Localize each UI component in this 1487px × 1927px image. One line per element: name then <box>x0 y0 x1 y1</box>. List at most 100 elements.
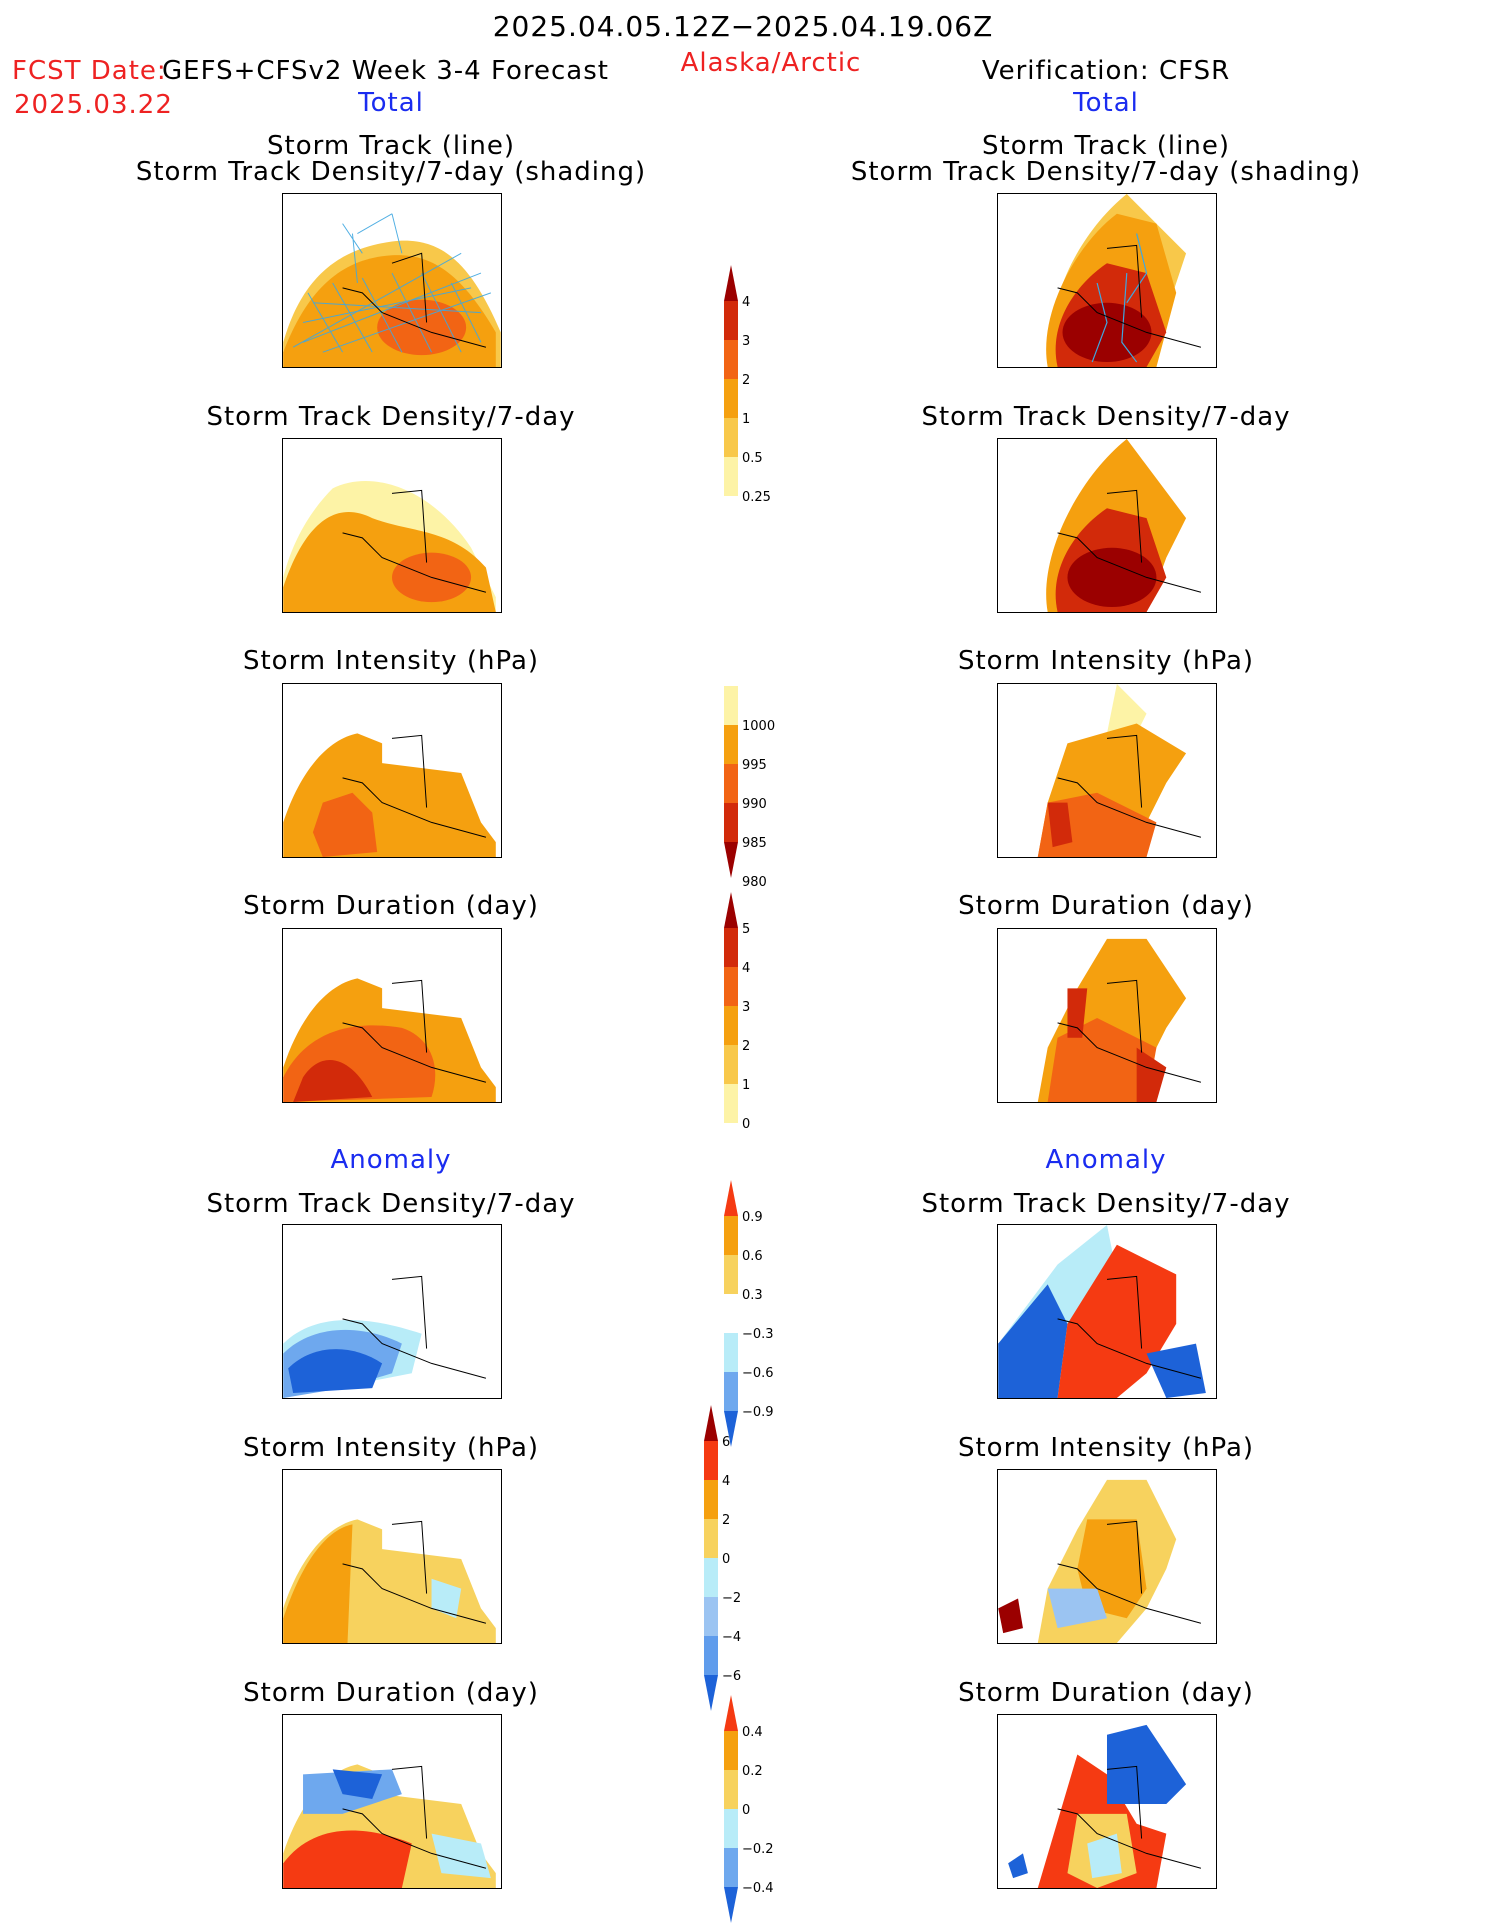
colorbar-arrow-top <box>724 1180 738 1216</box>
colorbar-box <box>724 967 738 1006</box>
colorbar-box <box>724 1006 738 1045</box>
fcst-model-label: GEFS+CFSv2 Week 3-4 Forecast <box>162 56 609 86</box>
title-r-duration: Storm Duration (day) <box>958 891 1254 921</box>
colorbar-density-anom: 0.9 0.6 0.3 −0.3 −0.6 −0.9 <box>720 1180 810 1451</box>
fcst-date-label: FCST Date: <box>12 56 167 86</box>
title-r-trackline: Storm Track (line) <box>982 131 1230 161</box>
colorbar-box <box>724 1731 738 1770</box>
colorbar-tick-label: 2 <box>742 373 750 388</box>
verification-label: Verification: CFSR <box>981 56 1231 86</box>
fcst-date-value: 2025.03.22 <box>14 90 173 120</box>
colorbar-box <box>724 1372 738 1411</box>
colorbar-tick-label: 4 <box>722 1474 730 1489</box>
title-r-intensity: Storm Intensity (hPa) <box>957 646 1255 676</box>
title-l-density: Storm Track Density/7-day <box>206 402 576 432</box>
colorbar-tick-label: 0.6 <box>742 1249 763 1264</box>
map-right-duration <box>997 928 1217 1103</box>
title-l-anom-intensity: Storm Intensity (hPa) <box>242 1433 540 1463</box>
colorbar-duration-total: 5 4 3 2 1 0 <box>720 892 810 1132</box>
colorbar-density-total: 4 3 2 1 0.5 0.25 <box>720 265 810 505</box>
colorbar-arrow-bottom <box>724 842 738 878</box>
colorbar-tick-label: 4 <box>742 295 750 310</box>
colorbar-tick-label: 990 <box>742 797 767 812</box>
map-right-anom-density <box>997 1224 1217 1399</box>
colorbar-tick-label: 0 <box>742 1117 750 1132</box>
colorbar-box <box>704 1480 718 1519</box>
colorbar-box <box>724 457 738 496</box>
colorbar-tick-label: 980 <box>742 875 767 890</box>
colorbar-box <box>724 418 738 457</box>
right-anomaly-label: Anomaly <box>1045 1145 1167 1175</box>
colorbar-box <box>704 1597 718 1636</box>
map-left-intensity <box>282 683 502 858</box>
period-title: 2025.04.05.12Z−2025.04.19.06Z <box>492 10 994 43</box>
title-l-anom-density: Storm Track Density/7-day <box>206 1189 576 1219</box>
map-right-anom-duration <box>997 1714 1217 1889</box>
duration_total-svg: 5 4 3 2 1 0 <box>724 892 750 1132</box>
colorbar-tick-label: 0.3 <box>742 1288 763 1303</box>
map-left-anom-intensity <box>282 1469 502 1644</box>
colorbar-box <box>724 725 738 764</box>
colorbar-box <box>704 1636 718 1675</box>
colorbar-box <box>724 1333 738 1372</box>
colorbar-intensity-total: 1000 995 990 985 980 <box>720 686 810 890</box>
title-l-trackline: Storm Track (line) <box>267 131 515 161</box>
colorbar-tick-label: 985 <box>742 836 767 851</box>
map-right-intensity <box>997 683 1217 858</box>
colorbar-box <box>724 928 738 967</box>
colorbar-box <box>724 1770 738 1809</box>
intensity_total-svg: 1000 995 990 985 980 <box>724 686 775 890</box>
left-anomaly-label: Anomaly <box>330 1145 452 1175</box>
colorbar-box <box>724 764 738 803</box>
colorbar-box <box>704 1519 718 1558</box>
intensity_anom-svg: 6 4 2 0 −2 −4 −6 <box>704 1405 741 1711</box>
colorbar-tick-label: 0.5 <box>742 451 763 466</box>
colorbar-duration-anom: 0.4 0.2 0 −0.2 −0.4 <box>720 1695 810 1927</box>
colorbar-tick-label: −0.2 <box>742 1842 774 1857</box>
title-l-trackshading: Storm Track Density/7-day (shading) <box>135 157 647 187</box>
colorbar-tick-label: 1 <box>742 1078 750 1093</box>
colorbar-intensity-anom: 6 4 2 0 −2 −4 −6 <box>700 1405 790 1715</box>
title-r-trackshading: Storm Track Density/7-day (shading) <box>850 157 1362 187</box>
colorbar-arrow-bottom <box>724 1411 738 1447</box>
colorbar-box <box>724 803 738 842</box>
colorbar-arrow-top <box>704 1405 718 1441</box>
colorbar-box <box>724 686 738 725</box>
colorbar-tick-label: −0.4 <box>742 1881 774 1896</box>
colorbar-arrow-top <box>724 265 738 301</box>
colorbar-tick-label: −0.6 <box>742 1366 774 1381</box>
map-right-anom-intensity <box>997 1469 1217 1644</box>
map-right-storm-track <box>997 193 1217 368</box>
density_anom-svg: 0.9 0.6 0.3 −0.3 −0.6 −0.9 <box>724 1180 774 1447</box>
title-r-anom-intensity: Storm Intensity (hPa) <box>957 1433 1255 1463</box>
map-left-duration <box>282 928 502 1103</box>
map-left-density <box>282 438 502 613</box>
colorbar-box <box>724 340 738 379</box>
colorbar-box <box>724 379 738 418</box>
colorbar-arrow-top <box>724 1695 738 1731</box>
map-left-storm-track <box>282 193 502 368</box>
colorbar-box <box>724 1216 738 1255</box>
colorbar-tick-label: 1 <box>742 412 750 427</box>
colorbar-box <box>724 1084 738 1123</box>
colorbar-box <box>704 1441 718 1480</box>
right-total-label: Total <box>1073 88 1139 118</box>
colorbar-tick-label: 0 <box>742 1803 750 1818</box>
colorbar-box <box>724 1045 738 1084</box>
colorbar-tick-label: −2 <box>722 1591 741 1606</box>
colorbar-tick-label: 0.9 <box>742 1210 763 1225</box>
colorbar-tick-label: 0 <box>722 1552 730 1567</box>
map-left-anom-duration <box>282 1714 502 1889</box>
colorbar-tick-label: 995 <box>742 758 767 773</box>
colorbar-tick-label: 2 <box>742 1039 750 1054</box>
colorbar-tick-label: 0.25 <box>742 490 771 505</box>
title-r-anom-density: Storm Track Density/7-day <box>921 1189 1291 1219</box>
colorbar-arrow-top <box>724 892 738 928</box>
colorbar-tick-label: −0.3 <box>742 1327 774 1342</box>
title-l-anom-duration: Storm Duration (day) <box>243 1678 539 1708</box>
colorbar-tick-label: 5 <box>742 922 750 937</box>
colorbar-box <box>724 1255 738 1294</box>
title-r-density: Storm Track Density/7-day <box>921 402 1291 432</box>
colorbar-tick-label: 4 <box>742 961 750 976</box>
colorbar-box <box>724 301 738 340</box>
